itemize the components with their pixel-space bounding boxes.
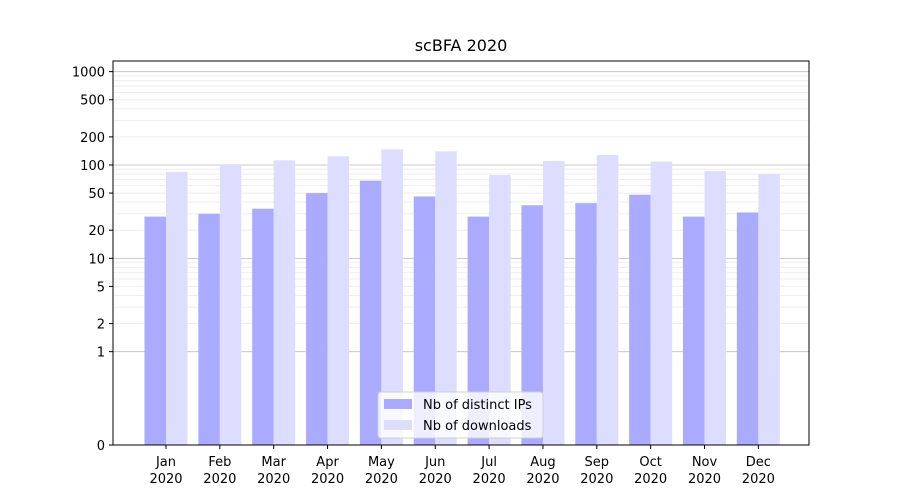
x-tick-label: 2020 — [580, 472, 613, 487]
axis-layer: 0 1 2 5 10 20 50 100 200 500 1000 Jan 2020 Feb 2020 Mar… — [72, 66, 775, 487]
x-tick-label: Feb — [208, 455, 231, 470]
bar-downloads — [327, 156, 350, 445]
bar-distinct-ips — [198, 213, 220, 445]
x-tick-label: 2020 — [311, 472, 344, 487]
bar-distinct-ips — [359, 180, 382, 445]
legend-label: Nb of downloads — [423, 419, 532, 434]
bar-downloads — [650, 161, 673, 445]
bar-distinct-ips — [252, 208, 274, 445]
bar-downloads — [596, 154, 619, 445]
x-tick-label: 2020 — [634, 472, 667, 487]
y-tick-label: 100 — [80, 159, 105, 174]
x-tick-label: Dec — [746, 455, 771, 470]
bar-distinct-ips — [683, 216, 705, 445]
bar-downloads — [166, 172, 188, 445]
y-tick-label: 1 — [97, 346, 105, 361]
y-tick-label: 2 — [97, 318, 105, 333]
x-tick-label: 2020 — [149, 472, 182, 487]
legend: Nb of distinct IPs Nb of downloads — [377, 391, 544, 439]
bar-downloads — [704, 171, 726, 445]
x-tick-label: May — [368, 455, 395, 470]
bar-downloads — [435, 151, 457, 445]
x-tick-label: Jun — [424, 455, 445, 470]
bar-distinct-ips — [144, 216, 166, 445]
legend-box — [377, 391, 544, 439]
y-tick-label: 0 — [97, 439, 105, 454]
bar-distinct-ips — [575, 203, 597, 445]
y-tick-label: 20 — [88, 224, 105, 239]
y-tick-label: 200 — [80, 131, 105, 146]
x-tick-label: Oct — [639, 455, 661, 470]
x-tick-label: 2020 — [742, 472, 775, 487]
bar-downloads — [273, 160, 296, 445]
bar-downloads — [489, 175, 511, 445]
y-tick-label: 10 — [88, 252, 105, 267]
bar-distinct-ips — [413, 196, 436, 445]
bar-layer — [144, 149, 780, 446]
legend-swatch — [384, 399, 412, 409]
y-tick-label: 50 — [88, 187, 105, 202]
plot-frame — [112, 60, 810, 446]
legend-label: Nb of distinct IPs — [423, 398, 532, 413]
x-tick-label: Sep — [585, 455, 610, 470]
y-tick-label: 500 — [80, 94, 105, 109]
legend-swatch — [384, 420, 412, 430]
x-tick-label: 2020 — [473, 472, 506, 487]
bar-downloads — [219, 164, 242, 445]
x-tick-label: 2020 — [526, 472, 559, 487]
bar-downloads — [758, 174, 780, 445]
bar-downloads — [381, 149, 403, 445]
x-tick-label: Nov — [692, 455, 718, 470]
x-tick-label: 2020 — [419, 472, 452, 487]
y-tick-label: 1000 — [72, 66, 105, 81]
chart-title: scBFA 2020 — [415, 36, 508, 55]
y-tick-label: 5 — [97, 280, 105, 295]
bar-downloads — [542, 161, 565, 446]
x-tick-label: 2020 — [203, 472, 236, 487]
bar-distinct-ips — [629, 194, 651, 445]
x-tick-label: 2020 — [365, 472, 398, 487]
x-tick-label: Mar — [261, 455, 286, 470]
x-tick-label: Jan — [155, 455, 176, 470]
x-tick-label: 2020 — [257, 472, 290, 487]
bar-distinct-ips — [521, 205, 543, 445]
bar-distinct-ips — [306, 193, 328, 445]
x-tick-label: Jul — [480, 455, 497, 470]
x-tick-label: Aug — [530, 455, 555, 470]
bar-distinct-ips — [736, 212, 759, 445]
bar-distinct-ips — [467, 216, 490, 445]
x-tick-label: Apr — [316, 455, 339, 470]
x-tick-label: 2020 — [688, 472, 721, 487]
